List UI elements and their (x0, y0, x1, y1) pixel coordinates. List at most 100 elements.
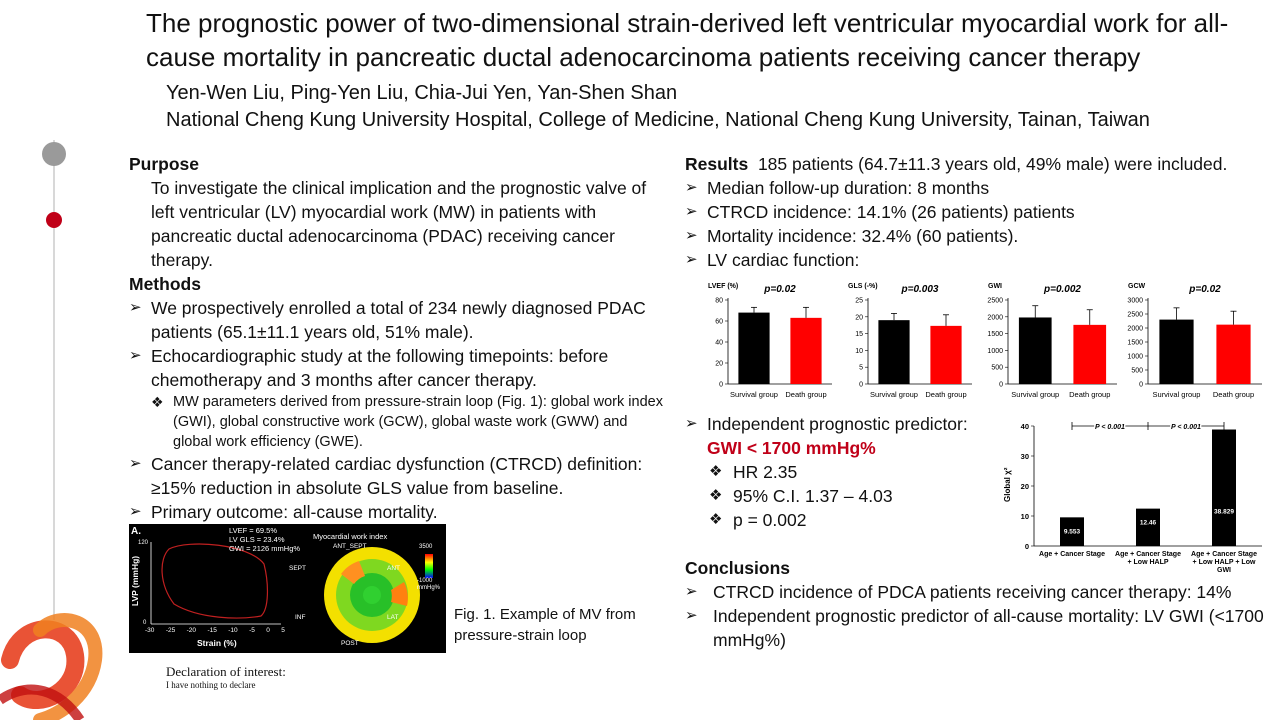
figure-lvef: LVEF = 69.5% (229, 526, 278, 535)
methods-heading: Methods (129, 274, 201, 294)
chart-tick-label: 1500 (987, 331, 1003, 338)
chart-data-label: 38.829 (1214, 509, 1234, 516)
figure-gls: LV GLS = 23.4% (229, 535, 285, 544)
ribbon-logo-icon (0, 613, 103, 720)
figure-xtick: -15 (207, 627, 217, 634)
gcw-bar-chart: GCW p=0.02 0 500 1000 1500 2000 2500 3000 Surviva… (1127, 283, 1262, 399)
scale-unit: mmHg% (417, 585, 441, 591)
segment-post: POST (341, 640, 359, 647)
chart-category-label: + Low HALP (1127, 559, 1168, 566)
lvef-bar-chart: LVEF (%) p=0.02 0 20 40 60 80 Survival group Dea… (708, 283, 832, 399)
chart-category-label: Age + Cancer Stage (1115, 551, 1181, 558)
institution: National Cheng Kung University Hospital,… (166, 109, 1150, 131)
chart-bar (1018, 317, 1052, 384)
gls-bar-chart: GLS (-%) p=0.003 0 5 10 15 20 25 Survival group D… (848, 283, 972, 399)
chart-tick-label: 0 (1139, 382, 1143, 389)
chart-tick-label: 2500 (987, 298, 1003, 305)
results-block: Results 185 patients (64.7±11.3 years ol… (685, 152, 1270, 272)
chart-category-label: Survival group (730, 390, 778, 399)
segment-ant-sept: ANT_SEPT (333, 543, 367, 550)
conclusion-item: CTRCD incidence of PDCA patients receivi… (685, 580, 1270, 604)
chart-data-label: 9.553 (1064, 528, 1081, 535)
figure-xtick: 0 (266, 627, 270, 634)
chart-category-label: Age + Cancer Stage (1039, 551, 1105, 558)
chart-pvalue: p=0.003 (901, 284, 939, 295)
chart-tick-label: 15 (855, 331, 863, 338)
chart-bar (1212, 429, 1236, 546)
chart-tick-label: 0 (999, 382, 1003, 389)
authors: Yen-Wen Liu, Ping-Yen Liu, Chia-Jui Yen,… (166, 82, 678, 104)
results-heading: Results (685, 154, 749, 174)
results-item: Mortality incidence: 32.4% (60 patients)… (685, 224, 1270, 248)
figure-xtick: -25 (165, 627, 176, 634)
predictor-label: Independent prognostic predictor: (685, 412, 1005, 436)
figure-xtick: -10 (228, 627, 238, 634)
results-item: Median follow-up duration: 8 months (685, 176, 1270, 200)
predictor-block: Independent prognostic predictor: GWI < … (685, 412, 1005, 532)
chart-bar (790, 317, 822, 384)
significance-label: P < 0.001 (1171, 424, 1201, 431)
chart-tick-label: 0 (1025, 542, 1029, 551)
chart-tick-label: 0 (859, 382, 863, 389)
chart-category-label: Survival group (1153, 390, 1201, 399)
figure-xtick: -5 (249, 627, 255, 634)
conclusions-block: Conclusions CTRCD incidence of PDCA pati… (685, 556, 1270, 652)
chart-category-label: GWI (1217, 567, 1231, 574)
chart-tick-label: 10 (1021, 512, 1029, 521)
left-column: Purpose To investigate the clinical impl… (129, 152, 664, 524)
chart-pvalue: p=0.02 (1188, 284, 1221, 295)
chart-bar (1136, 508, 1160, 546)
segment-sept: SEPT (289, 565, 306, 572)
chart-ylabel: GLS (-%) (848, 283, 878, 290)
chart-tick-label: 20 (1021, 482, 1029, 491)
methods-item: Echocardiographic study at the following… (129, 344, 664, 392)
chart-ylabel: LVEF (%) (708, 283, 738, 290)
chart-tick-label: 0 (719, 382, 723, 389)
chart-tick-label: 30 (1021, 452, 1029, 461)
global-chi-square-chart: Global χ² 0 10 20 30 40 9.553 Age + Cancer Stag… (1003, 422, 1262, 574)
figure-ylabel: LVP (mmHg) (130, 555, 140, 607)
chart-tick-label: 500 (1131, 368, 1143, 375)
chart-ylabel: GWI (988, 283, 1002, 290)
chart-tick-label: 2500 (1127, 312, 1143, 319)
figure-map-title: Myocardial work index (313, 532, 388, 541)
chart-category-label: Death group (925, 390, 966, 399)
chart-tick-label: 80 (715, 298, 723, 305)
chart-bar (738, 312, 770, 384)
methods-subitem: MW parameters derived from pressure-stra… (129, 392, 664, 452)
chart-pvalue: p=0.02 (763, 284, 796, 295)
chart-bar (1216, 324, 1251, 384)
figure-gwi: GWI = 2126 mmHg% (229, 544, 301, 553)
chart-tick-label: 2000 (1127, 326, 1143, 333)
scale-top: 3500 (419, 544, 433, 550)
chart-category-label: Death group (1213, 390, 1254, 399)
results-item: CTRCD incidence: 14.1% (26 patients) pat… (685, 200, 1270, 224)
figure-ytick-top: 120 (138, 540, 149, 546)
figure-ytick-zero: 0 (143, 620, 147, 626)
chart-category-label: + Low HALP + Low (1193, 559, 1256, 566)
chart-tick-label: 1000 (987, 348, 1003, 355)
segment-inf: INF (295, 614, 306, 621)
chart-tick-label: 3000 (1127, 298, 1143, 305)
gwi-bar-chart: GWI p=0.002 0 500 1000 1500 2000 2500 Survival g… (987, 283, 1117, 399)
figure-stats: LVEF = 69.5% LV GLS = 23.4% GWI = 2126 m… (229, 526, 300, 553)
figure-xtick: -30 (145, 627, 155, 634)
significance-label: P < 0.001 (1095, 424, 1125, 431)
results-intro: 185 patients (64.7±11.3 years old, 49% m… (757, 154, 1228, 174)
pressure-strain-figure: A. LVEF = 69.5% LV GLS = 23.4% GWI = 212… (129, 524, 446, 653)
chart-bar (1060, 517, 1084, 546)
chart-tick-label: 1500 (1127, 340, 1143, 347)
conclusions-heading: Conclusions (685, 558, 791, 578)
chart-tick-label: 5 (859, 365, 863, 372)
chart-tick-label: 40 (715, 340, 723, 347)
purpose-heading: Purpose (129, 154, 200, 174)
chart-tick-label: 500 (991, 365, 1003, 372)
figure-xlabel: Strain (%) (197, 638, 237, 648)
methods-item: Primary outcome: all-cause mortality. (129, 500, 664, 524)
decorative-dot-grey (42, 142, 66, 166)
declaration-title: Declaration of interest: (166, 664, 286, 679)
segment-ant: ANT (387, 565, 400, 572)
declaration-text: I have nothing to declare (166, 680, 256, 690)
chart-pvalue: p=0.002 (1043, 284, 1081, 295)
chart-tick-label: 20 (855, 314, 863, 321)
